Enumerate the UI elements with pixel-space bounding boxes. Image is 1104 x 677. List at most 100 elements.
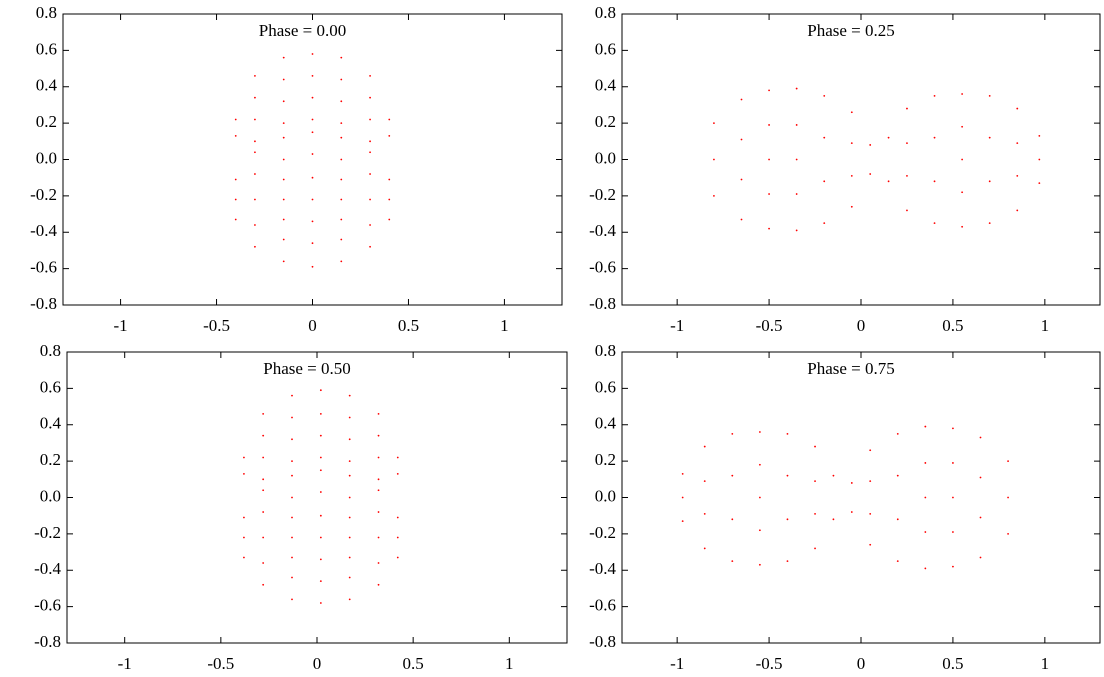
dot xyxy=(348,536,351,539)
dot xyxy=(348,438,351,441)
dot xyxy=(396,516,399,519)
dot xyxy=(291,394,293,397)
dot xyxy=(988,222,991,225)
dot xyxy=(740,178,743,181)
dot xyxy=(768,193,770,195)
dot xyxy=(348,556,351,559)
dot xyxy=(896,560,899,563)
x-tick-label: -0.5 xyxy=(203,316,230,335)
x-tick-label: -0.5 xyxy=(756,654,783,673)
dot xyxy=(348,416,351,419)
dot xyxy=(319,491,322,493)
x-tick-label: 0.5 xyxy=(403,654,424,673)
dot xyxy=(319,389,322,392)
dot xyxy=(396,556,399,559)
dot xyxy=(1038,182,1041,185)
dot xyxy=(388,134,391,137)
dot xyxy=(262,511,265,513)
dot xyxy=(906,142,908,145)
dot xyxy=(731,432,734,435)
dot xyxy=(713,194,715,197)
dot xyxy=(768,158,770,161)
dot xyxy=(823,136,826,139)
y-tick-label: 0.6 xyxy=(595,39,616,58)
dot xyxy=(924,567,927,570)
x-tick-label: 0 xyxy=(308,316,317,335)
dot xyxy=(291,460,293,463)
panel-title: Phase = 0.75 xyxy=(807,359,895,378)
dot xyxy=(377,478,380,481)
dot xyxy=(311,242,314,245)
dot xyxy=(282,198,285,201)
dot xyxy=(243,556,245,559)
y-tick-label: -0.8 xyxy=(30,294,57,313)
dot xyxy=(377,562,380,564)
dot xyxy=(768,89,770,92)
dot xyxy=(262,536,265,539)
dot xyxy=(340,56,343,59)
dot xyxy=(396,536,399,539)
y-tick-label: -0.8 xyxy=(589,632,616,651)
dot xyxy=(254,245,256,248)
dot xyxy=(282,218,285,221)
dot xyxy=(795,193,798,195)
dot xyxy=(731,474,734,477)
dot xyxy=(262,434,265,437)
dot xyxy=(814,547,816,550)
dot xyxy=(369,224,371,226)
dot xyxy=(952,531,954,533)
dot xyxy=(979,516,982,519)
dot xyxy=(319,514,322,517)
x-tick-label: -1 xyxy=(670,654,684,673)
dot xyxy=(758,529,761,532)
dot xyxy=(311,118,314,121)
dot xyxy=(291,516,293,519)
dot xyxy=(823,94,826,97)
dot xyxy=(369,173,371,175)
dot xyxy=(234,118,237,121)
dot xyxy=(795,229,798,232)
x-tick-label: 1 xyxy=(1041,316,1050,335)
dot xyxy=(262,562,265,564)
dot xyxy=(311,220,314,223)
dot xyxy=(243,536,245,539)
dot xyxy=(388,218,391,221)
dot xyxy=(340,238,343,241)
dot xyxy=(262,489,265,492)
dot xyxy=(758,431,761,433)
dot xyxy=(340,178,343,181)
dot xyxy=(282,78,285,81)
dot xyxy=(703,547,706,550)
dot xyxy=(952,496,954,499)
dot xyxy=(254,224,256,226)
dot xyxy=(768,124,770,126)
y-tick-label: -0.8 xyxy=(589,294,616,313)
dot xyxy=(786,560,789,563)
dot xyxy=(681,520,684,523)
dot xyxy=(896,474,899,477)
dot xyxy=(823,180,826,183)
dot xyxy=(933,180,936,183)
dot xyxy=(1016,209,1019,212)
dot xyxy=(850,511,853,513)
dot xyxy=(1016,142,1019,145)
dot xyxy=(311,153,314,155)
y-tick-label: 0.2 xyxy=(595,112,616,131)
dot xyxy=(731,518,734,521)
y-tick-label: 0.6 xyxy=(36,39,57,58)
y-tick-label: 0.2 xyxy=(36,112,57,131)
dot xyxy=(348,516,351,519)
dot xyxy=(348,460,351,463)
dot xyxy=(377,456,380,459)
dot xyxy=(311,96,314,99)
y-tick-label: -0.6 xyxy=(34,596,61,615)
dot xyxy=(758,496,761,499)
dot xyxy=(291,536,293,539)
dot xyxy=(924,425,927,428)
dot xyxy=(795,124,798,126)
dot xyxy=(254,198,256,201)
dot xyxy=(933,94,936,97)
dot xyxy=(282,100,285,103)
y-tick-label: -0.6 xyxy=(589,596,616,615)
